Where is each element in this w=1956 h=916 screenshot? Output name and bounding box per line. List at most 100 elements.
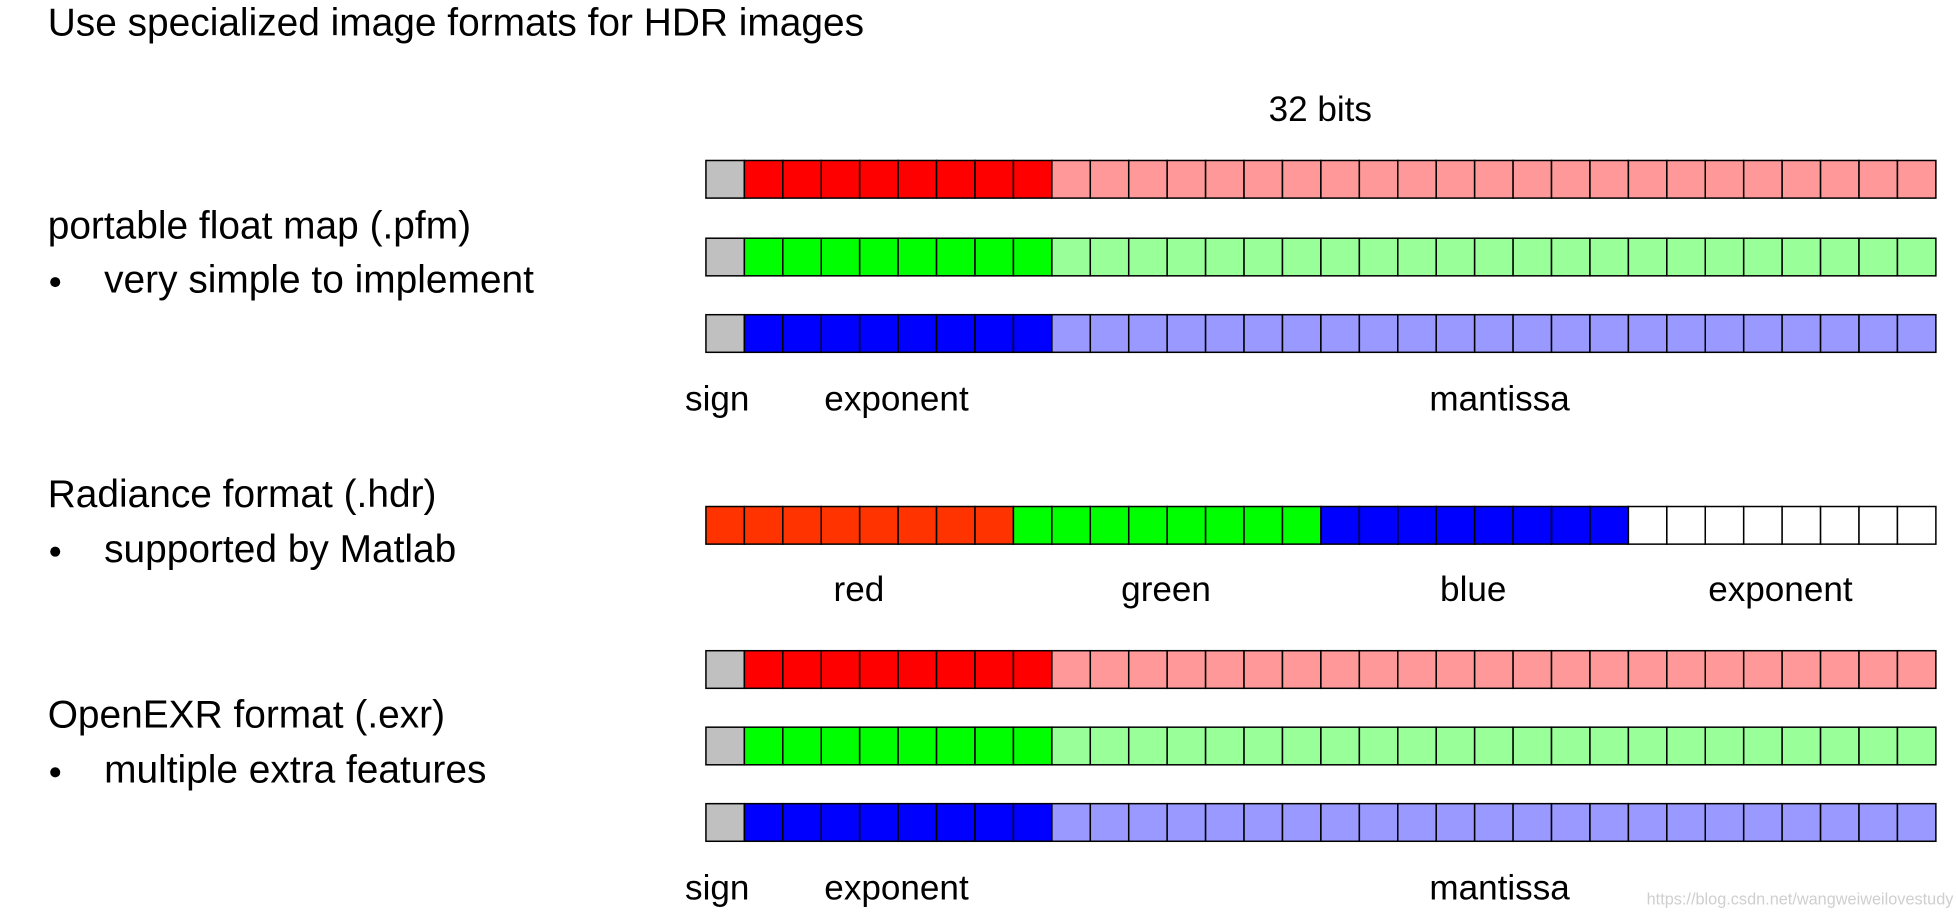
bit-cell [1166, 237, 1207, 277]
bit-cell [1089, 313, 1130, 354]
bit-cell [743, 313, 784, 354]
bit-cell [1589, 505, 1630, 545]
field-label: exponent [824, 868, 969, 907]
bit-cell [743, 726, 784, 766]
bit-width-label: 32 bits [1269, 90, 1372, 129]
bit-cell [1473, 505, 1514, 545]
bit-cell [820, 505, 861, 545]
bit-cell [1781, 505, 1822, 545]
bit-cell [1819, 649, 1860, 690]
bit-cell [974, 313, 1015, 354]
bit-cell [1819, 505, 1860, 545]
bit-cell [1627, 649, 1668, 690]
bit-cell [1550, 313, 1591, 354]
bit-cell [1896, 802, 1937, 843]
bit-cell [1320, 313, 1361, 354]
bit-cell [1473, 649, 1514, 690]
bit-cell [1012, 313, 1053, 354]
bit-cell [743, 159, 784, 199]
bit-cell [1204, 726, 1245, 766]
bit-cell [1666, 649, 1707, 690]
bit-cell [1858, 237, 1899, 277]
bit-cell [1243, 726, 1284, 766]
bit-cell [1858, 726, 1899, 766]
section-heading: portable float map (.pfm) [48, 204, 471, 247]
bit-cell [1397, 802, 1437, 843]
bit-cell [1473, 313, 1514, 354]
bit-cell [1435, 313, 1476, 354]
bit-cell [1012, 505, 1053, 545]
bit-cell [1819, 159, 1860, 199]
bit-cell [1589, 237, 1630, 277]
bit-cell [935, 802, 976, 843]
section-bullet: multiple extra features [104, 749, 486, 792]
bit-cell [705, 313, 746, 354]
bit-cell [1473, 802, 1514, 843]
bit-cell [1012, 726, 1053, 766]
bit-cell [1243, 313, 1284, 354]
bit-cell [1627, 802, 1668, 843]
bit-cell [1051, 159, 1092, 199]
bit-cell [1589, 159, 1630, 199]
bit-cell [1742, 237, 1783, 277]
bit-cell [897, 505, 938, 545]
bit-cell [1512, 313, 1553, 354]
bit-cell [897, 159, 938, 199]
bit-cell [1473, 726, 1514, 766]
bit-cell [1550, 649, 1591, 690]
bit-cell [705, 726, 746, 766]
bit-cell [782, 726, 822, 766]
bit-cell [1858, 802, 1899, 843]
bit-cell [1397, 649, 1437, 690]
bit-cell [974, 726, 1015, 766]
bit-cell [1896, 313, 1937, 354]
bit-cell [1819, 237, 1860, 277]
bit-cell [858, 313, 899, 354]
bit-cell [1704, 802, 1745, 843]
bit-cell [1089, 802, 1130, 843]
bit-cell [1166, 726, 1207, 766]
field-label: sign [685, 379, 749, 418]
bit-cell [1320, 237, 1361, 277]
bit-cell [858, 802, 899, 843]
bit-cell [1012, 802, 1053, 843]
bit-cell [1627, 237, 1668, 277]
bit-cell [897, 649, 938, 690]
bit-cell [1666, 802, 1707, 843]
bit-cell [1320, 726, 1361, 766]
bit-cell [1896, 237, 1937, 277]
bit-cell [1320, 159, 1361, 199]
bit-cell [1742, 802, 1783, 843]
bit-cell [1742, 649, 1783, 690]
bit-cell [1781, 313, 1822, 354]
bit-cell [1704, 313, 1745, 354]
bit-cell [1666, 313, 1707, 354]
bit-cell [1051, 237, 1092, 277]
bit-cell [1358, 505, 1399, 545]
bit-cell [974, 237, 1015, 277]
bit-cell [1435, 802, 1476, 843]
bit-cell [935, 649, 976, 690]
bit-cell [1550, 237, 1591, 277]
bit-cell [743, 505, 784, 545]
bit-cell [820, 726, 861, 766]
bit-cell [1627, 313, 1668, 354]
bit-cell [1512, 726, 1553, 766]
bit-cell [1127, 505, 1168, 545]
bit-cell [1704, 726, 1745, 766]
bit-cell [1397, 237, 1437, 277]
bit-cell [1550, 726, 1591, 766]
bit-cell [820, 237, 861, 277]
bit-cell [1204, 505, 1245, 545]
field-label: exponent [824, 379, 969, 418]
watermark: https://blog.csdn.net/wangweiweilovestud… [1647, 890, 1955, 908]
section-bullet: very simple to implement [104, 258, 534, 301]
bit-cell [1666, 726, 1707, 766]
bit-cell [1858, 159, 1899, 199]
bit-cell [1243, 237, 1284, 277]
bit-cell [1243, 159, 1284, 199]
bit-cell [1589, 726, 1630, 766]
bit-cell [1858, 313, 1899, 354]
